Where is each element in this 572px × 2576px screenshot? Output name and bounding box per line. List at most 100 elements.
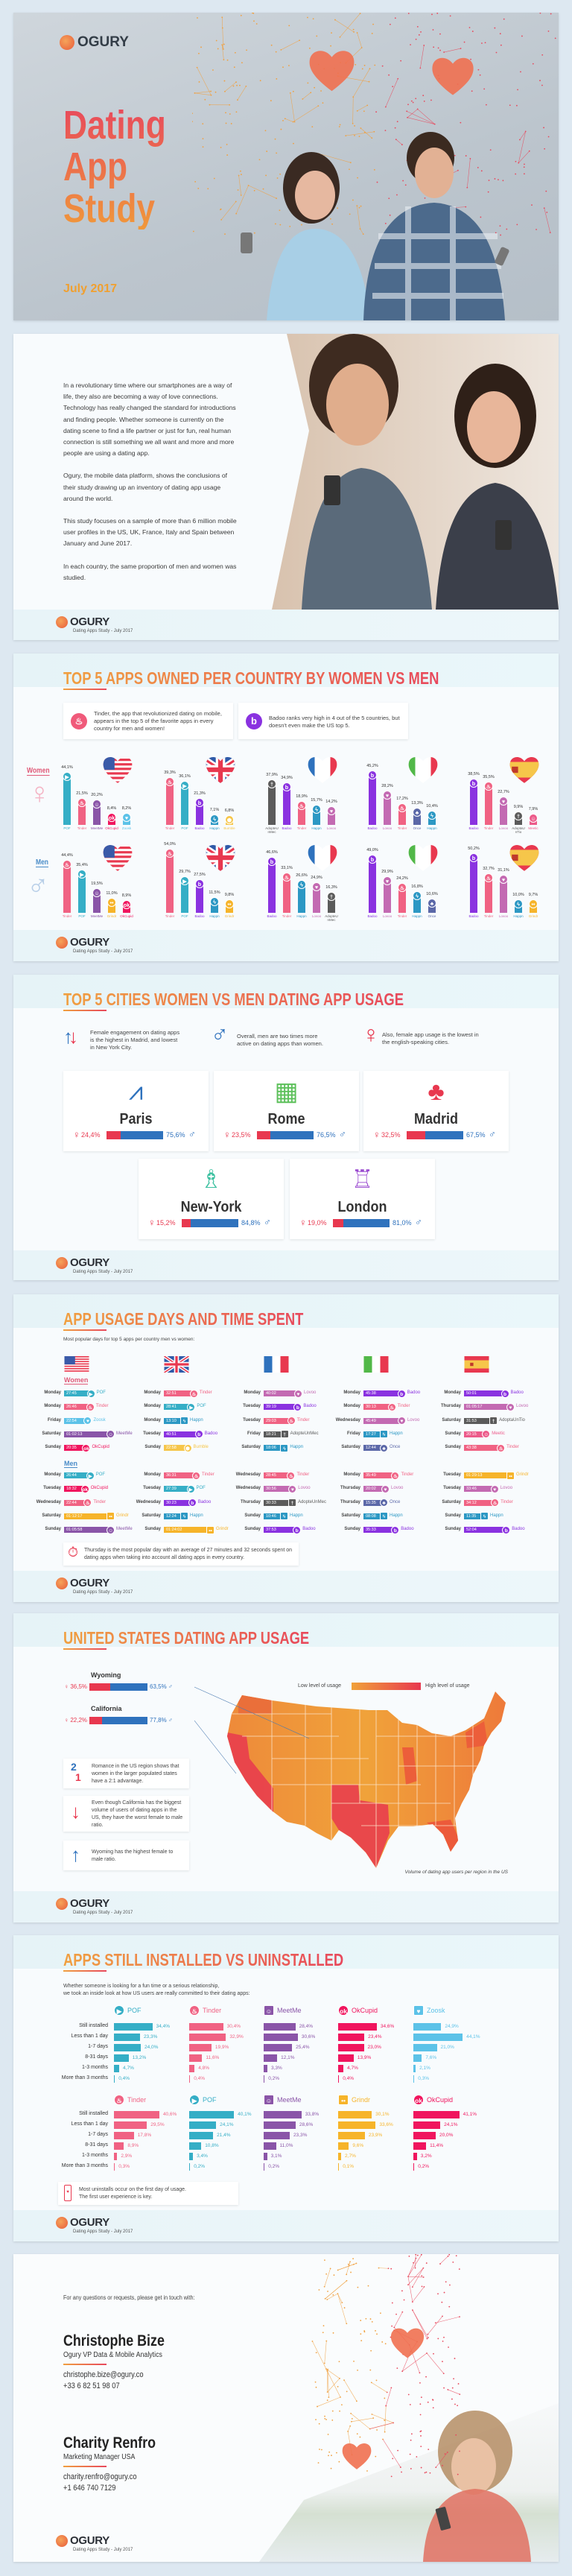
- flame-icon: ♨: [189, 2005, 200, 2016]
- fish-icon: ▶: [180, 781, 189, 791]
- time-bar: 35:33: [363, 1527, 395, 1534]
- day-label: Wednesday: [335, 1417, 360, 1423]
- footer-caption: Dating Apps Study - July 2017: [73, 949, 133, 954]
- day-label: Sunday: [344, 1527, 360, 1532]
- time-value: 18:21: [266, 1431, 276, 1437]
- duration-bar: [413, 2132, 436, 2139]
- bar: [166, 850, 174, 913]
- header-band: [13, 975, 559, 1008]
- bar: [313, 806, 320, 825]
- happn-icon: ϟ: [180, 1512, 188, 1521]
- duration-percent: 25,4%: [296, 2045, 310, 2050]
- app-name-label: AdopteUnMec: [325, 914, 338, 922]
- time-value: 30:33: [266, 1500, 276, 1505]
- contact-email[interactable]: charity.renfro@ogury.co: [63, 2472, 137, 2481]
- app-name: OkCupid: [352, 2007, 378, 2014]
- section-footer: OGURY Dating Apps Study - July 2017: [13, 930, 559, 961]
- time-value: 30:23: [166, 1500, 177, 1505]
- app-name: POF: [203, 2096, 217, 2104]
- note-text: Tinder, the app that revolutionized dati…: [94, 710, 222, 732]
- time-bar: 39:19: [264, 1404, 298, 1411]
- app-name: Badoo: [204, 1431, 218, 1436]
- time-value: 15:35: [366, 1500, 376, 1505]
- time-value: 36:31: [166, 1473, 177, 1478]
- flame-icon: ♨: [165, 848, 174, 858]
- grindr-mask-icon: ••: [206, 1525, 214, 1534]
- row-label: 8-31 days: [85, 2054, 108, 2060]
- happn-icon: ϟ: [312, 804, 321, 814]
- section-subtitle: Most popular days for top 5 apps per cou…: [63, 1337, 195, 1342]
- eiffel-tower-icon: ⩘: [128, 1077, 144, 1106]
- duration-bar: [189, 2034, 226, 2041]
- fish-icon: ▶: [189, 2095, 200, 2105]
- app-name: OkCupid: [427, 2096, 454, 2104]
- time-bar: 50:01: [464, 1390, 505, 1396]
- flag-uk-heart-icon: [205, 842, 236, 873]
- cover-title-line: Dating: [63, 103, 166, 148]
- wyoming-connector: [194, 1686, 310, 1739]
- duration-bar: [413, 2065, 416, 2072]
- footer-caption: Dating Apps Study - July 2017: [73, 1590, 133, 1595]
- female-percent: 24,4%: [81, 1131, 101, 1139]
- women-label: Women: [64, 1376, 89, 1384]
- duration-bar: [189, 2121, 217, 2129]
- female-percent: ♀ 22,2%: [64, 1717, 87, 1724]
- footer-brand: OGURY: [70, 615, 109, 628]
- male-symbol-icon: ♂: [415, 1216, 422, 1227]
- time-value: 26:46: [66, 1405, 77, 1410]
- duration-percent: 24,1%: [220, 2122, 234, 2127]
- state-new-york: [465, 1721, 488, 1748]
- footer-brand: OGURY: [70, 1897, 109, 1910]
- ratio-bar: [333, 1219, 390, 1227]
- app-name-label: Lovoo: [498, 826, 509, 830]
- bar-value: 27,5%: [194, 872, 206, 877]
- app-name: Happn: [290, 1445, 304, 1450]
- contact-email[interactable]: christophe.bize@ogury.co: [63, 2370, 144, 2379]
- day-label: Thursday: [340, 1499, 360, 1504]
- title-underline: [63, 1010, 107, 1011]
- bar-value: 16,8%: [411, 884, 423, 890]
- app-name: Tinder: [202, 1472, 214, 1477]
- duration-bar: [114, 2075, 115, 2083]
- network-hearts-illustration: [311, 2254, 460, 2478]
- contact-phone[interactable]: +33 6 82 51 98 07: [63, 2382, 120, 2390]
- bar: [268, 781, 276, 825]
- app-name: Zoosk: [427, 2007, 445, 2014]
- flame-icon: ♨: [387, 1402, 396, 1411]
- female-share: [333, 1219, 344, 1227]
- cover-title: Dating App Study: [63, 104, 166, 230]
- badoo-b-icon: b: [368, 854, 377, 864]
- flame-icon: ♨: [63, 859, 72, 869]
- duration-percent: 24,0%: [144, 2045, 159, 2050]
- duration-percent: 30,6%: [301, 2034, 316, 2039]
- app-name-label: Grindr: [528, 914, 538, 918]
- bar-value: 17,2%: [396, 796, 408, 801]
- section-title: APP USAGE DAYS AND TIME SPENT: [63, 1309, 304, 1329]
- time-value: 28:45: [266, 1473, 276, 1478]
- app-name-label: Badoo: [194, 914, 205, 918]
- bar-value: 13,3%: [411, 800, 423, 806]
- time-value: 31:53: [466, 1418, 477, 1423]
- time-bar: 40:02: [264, 1390, 299, 1396]
- duration-percent: 0,1%: [343, 2164, 355, 2169]
- time-value: 18:32: [66, 1487, 77, 1492]
- app-name-label: Zoosk: [121, 826, 132, 830]
- section-intro: Whether someone is looking for a fun tim…: [63, 1983, 250, 1998]
- contact-phone[interactable]: +1 646 740 7129: [63, 2484, 116, 2493]
- bar-value: 44,1%: [61, 765, 73, 770]
- app-name: Happn: [190, 1417, 203, 1423]
- smiley-icon: ☺: [107, 1525, 115, 1534]
- app-name-label: Tinder: [397, 826, 407, 830]
- grindr-mask-icon: ••: [225, 899, 234, 908]
- app-name: Lovoo: [304, 1390, 317, 1395]
- ogury-logo-icon: [56, 2217, 68, 2229]
- time-value: 20:02: [366, 1487, 376, 1492]
- app-name: Happn: [490, 1513, 503, 1518]
- duration-percent: 40,1%: [238, 2112, 252, 2117]
- time-value: 37:53: [266, 1528, 276, 1533]
- app-name: Tinder: [296, 1472, 310, 1477]
- okc-icon: ok: [82, 1443, 91, 1452]
- flame-icon: ♨: [287, 1417, 296, 1425]
- app-name: Tinder: [203, 2007, 222, 2014]
- time-value: 33:46: [466, 1487, 477, 1492]
